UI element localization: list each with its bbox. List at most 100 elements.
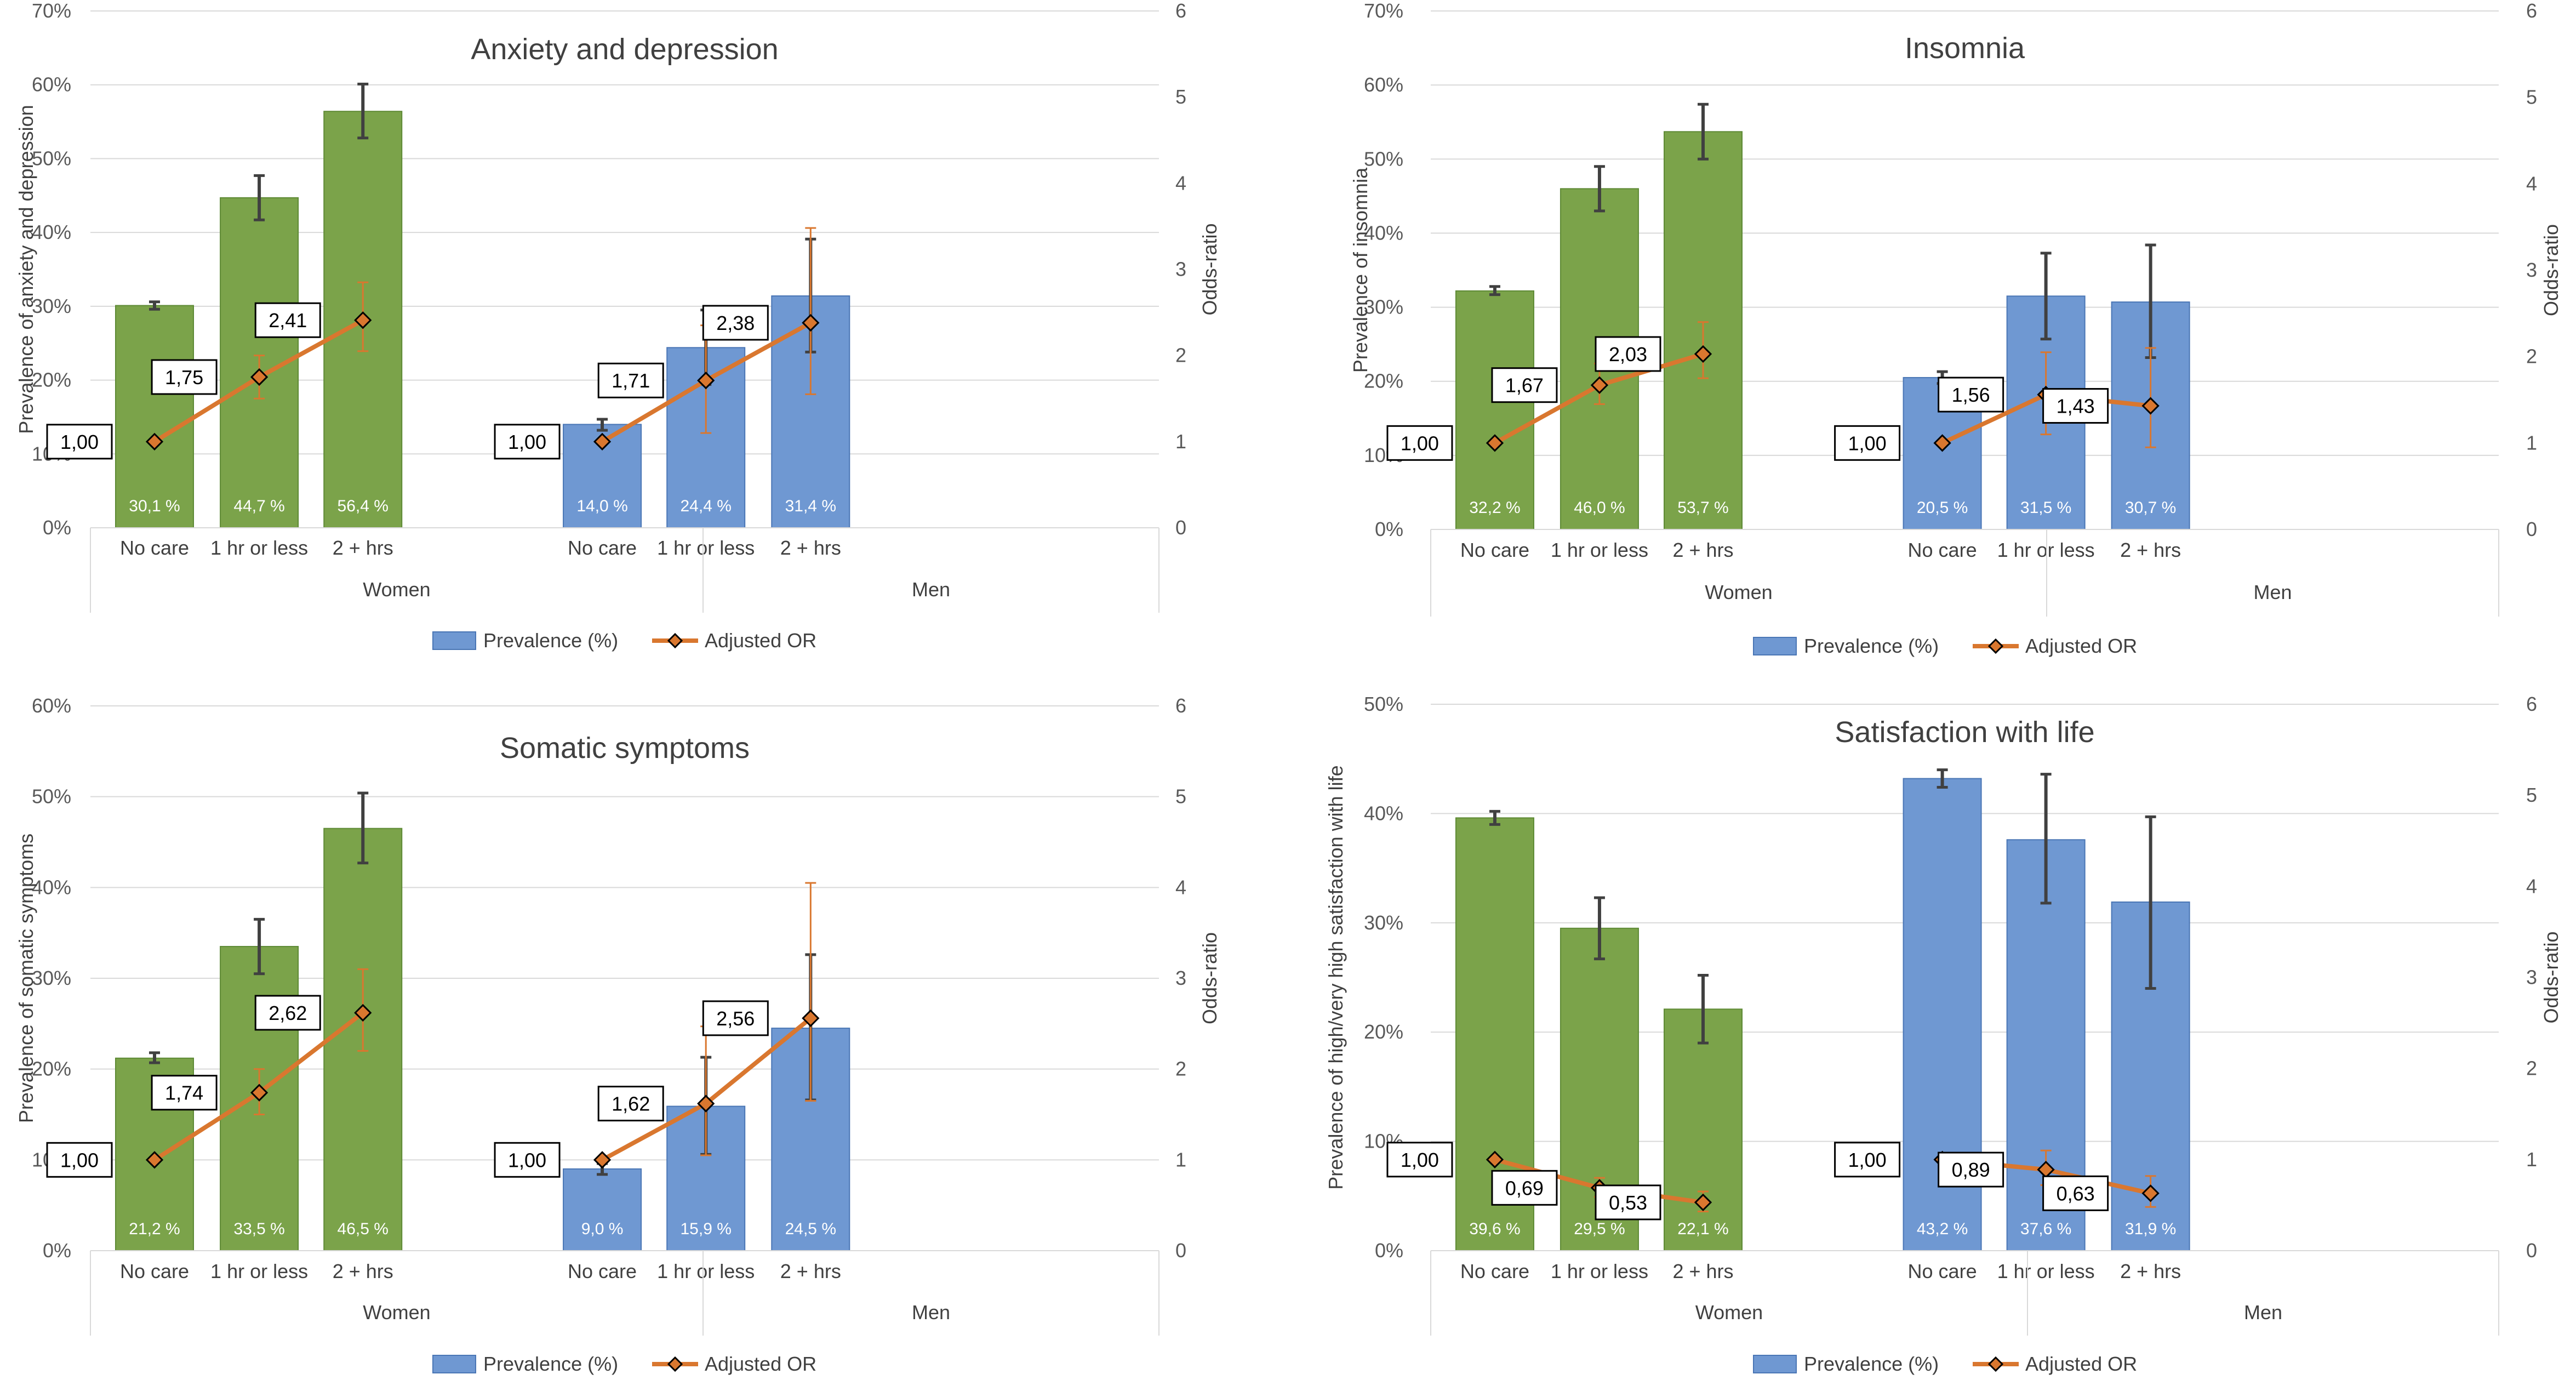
or-data-label: 1,74: [165, 1082, 203, 1104]
bar-data-label: 31,4 %: [785, 497, 836, 515]
bar-data-label: 30,7 %: [2125, 499, 2176, 517]
bar-data-label: 9,0 %: [581, 1220, 624, 1238]
or-label-box: [1386, 1142, 1453, 1178]
bar-data-label: 31,9 %: [2125, 1220, 2176, 1238]
y2-tick-label: 6: [2526, 693, 2537, 715]
y-tick-label: 40%: [32, 876, 71, 898]
category-label: No care: [1908, 1260, 1977, 1282]
y2-tick-label: 5: [2526, 784, 2537, 806]
or-point: [697, 372, 715, 390]
or-point: [145, 1151, 164, 1169]
y-tick-label: 30%: [1364, 911, 1403, 934]
y-tick-label: 0%: [43, 1239, 71, 1262]
or-label-box: [702, 305, 769, 341]
or-data-label: 1,00: [508, 1149, 546, 1171]
y-tick-label: 0%: [1375, 1239, 1403, 1262]
or-point: [2141, 1184, 2160, 1202]
or-data-label: 0,53: [1609, 1191, 1647, 1214]
legend: Prevalence (%) Adjusted OR: [1753, 635, 2137, 657]
category-label: 2 + hrs: [333, 1260, 393, 1282]
y2-tick-label: 4: [2526, 875, 2537, 897]
y2-tick-label: 4: [1175, 172, 1186, 194]
or-point: [1694, 1193, 1712, 1212]
y-tick-label: 50%: [32, 147, 71, 169]
y-tick-label: 30%: [32, 295, 71, 317]
y2-tick-label: 1: [2526, 431, 2537, 454]
legend-marker-or: [667, 632, 683, 649]
group-label: Women: [363, 578, 430, 601]
or-data-label: 1,00: [60, 431, 99, 453]
group-label: Men: [2253, 581, 2292, 603]
y-tick-label: 40%: [1364, 802, 1403, 824]
bar-data-label: 33,5 %: [233, 1220, 284, 1238]
y-tick-label: 30%: [32, 967, 71, 989]
or-data-label: 1,75: [165, 366, 203, 389]
y2-tick-label: 0: [1175, 1239, 1186, 1262]
y-axis-title: Prevalence of high/very high satisfactio…: [1324, 765, 1347, 1189]
category-label: 1 hr or less: [1997, 1260, 2095, 1282]
category-label: No care: [1460, 1260, 1529, 1282]
or-label-box: [1491, 367, 1558, 403]
legend-label-prevalence: Prevalence (%): [1804, 1353, 1939, 1375]
bar-data-label: 15,9 %: [680, 1220, 731, 1238]
y2-tick-label: 6: [2526, 0, 2537, 22]
y-axis-title: Prevalence of insomnia: [1349, 167, 1372, 373]
bar: [115, 305, 194, 528]
or-data-label: 1,56: [1952, 384, 1990, 406]
category-label: 2 + hrs: [2120, 1260, 2181, 1282]
bar-data-label: 14,0 %: [576, 497, 627, 515]
bar-data-label: 24,5 %: [785, 1220, 836, 1238]
category-label: No care: [120, 1260, 189, 1282]
or-data-label: 1,67: [1505, 374, 1544, 397]
category-label: No care: [568, 537, 637, 559]
y-tick-label: 20%: [1364, 370, 1403, 392]
y-tick-label: 0%: [1375, 518, 1403, 540]
y2-tick-label: 2: [1175, 344, 1186, 367]
bar-data-label: 53,7 %: [1677, 499, 1728, 517]
y2-tick-label: 0: [2526, 1239, 2537, 1262]
legend-swatch-prevalence: [1753, 637, 1797, 655]
or-point: [2141, 397, 2160, 415]
legend-label-prevalence: Prevalence (%): [1804, 635, 1939, 657]
y2-axis-title: Odds-ratio: [2540, 224, 2562, 316]
category-label: 1 hr or less: [1551, 539, 1648, 561]
category-label: No care: [1460, 539, 1529, 561]
y2-tick-label: 5: [2526, 86, 2537, 109]
category-label: 1 hr or less: [1997, 539, 2095, 561]
or-label-box: [1938, 377, 2004, 413]
y2-tick-label: 0: [1175, 516, 1186, 539]
or-label-box: [2042, 388, 2109, 424]
y-axis-title: Prevalence of anxiety and depression: [15, 105, 37, 434]
bar-data-label: 21,2 %: [129, 1220, 180, 1238]
group-label: Women: [1695, 1301, 1763, 1324]
y-tick-label: 40%: [32, 221, 71, 243]
y-tick-label: 60%: [1364, 73, 1403, 96]
bar-data-label: 46,0 %: [1574, 499, 1625, 517]
bar: [1663, 1008, 1743, 1252]
legend-swatch-prevalence: [432, 631, 476, 650]
or-data-label: 2,62: [269, 1002, 307, 1024]
y2-tick-label: 1: [2526, 1148, 2537, 1171]
or-data-label: 1,71: [612, 369, 650, 392]
y-tick-label: 70%: [32, 0, 71, 22]
y-tick-label: 30%: [1364, 296, 1403, 318]
y2-axis-title: Odds-ratio: [2540, 931, 2562, 1023]
chart-title: Anxiety and depression: [471, 33, 778, 66]
legend-swatch-prevalence: [1753, 1355, 1797, 1373]
or-data-label: 0,89: [1952, 1159, 1990, 1181]
y2-tick-label: 5: [1175, 85, 1186, 108]
or-label-box: [1834, 1142, 1901, 1178]
bar-data-label: 43,2 %: [1917, 1220, 1968, 1238]
category-label: 1 hr or less: [1551, 1260, 1648, 1282]
or-point: [697, 1094, 715, 1113]
y2-tick-label: 3: [2526, 259, 2537, 281]
y-tick-label: 0%: [43, 516, 71, 539]
or-label-box: [151, 1075, 218, 1111]
legend-marker-or: [667, 1356, 683, 1372]
category-label: 2 + hrs: [780, 537, 841, 559]
or-data-label: 1,00: [508, 431, 546, 453]
bar-data-label: 39,6 %: [1469, 1220, 1520, 1238]
or-label-box: [151, 359, 218, 395]
